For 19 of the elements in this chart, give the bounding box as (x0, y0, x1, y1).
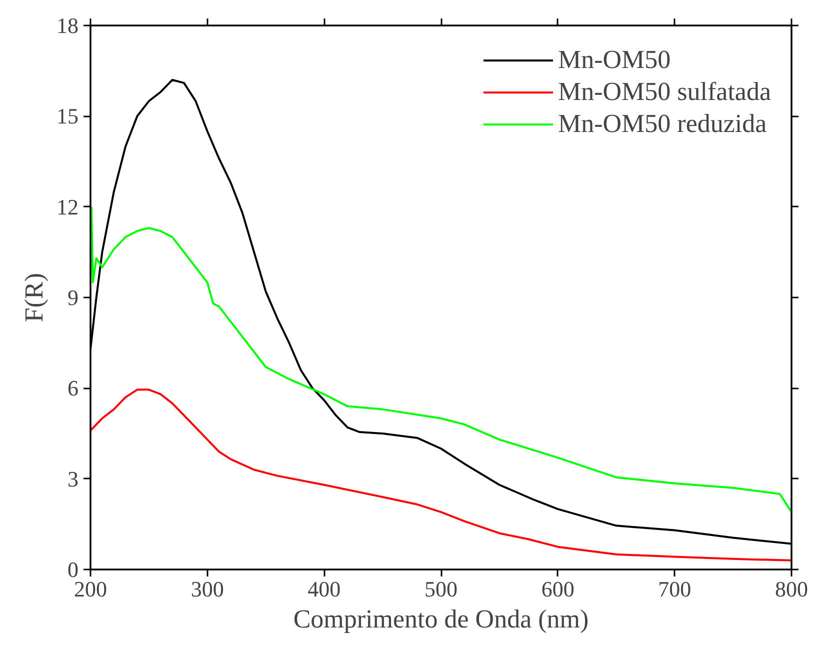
x-tick-label: 300 (190, 576, 224, 602)
y-tick-label: 3 (68, 466, 78, 492)
line-series (90, 388, 792, 562)
line-series (90, 206, 792, 514)
y-tick-label: 6 (68, 376, 78, 401)
legend-label: Mn-OM50 (558, 45, 671, 75)
y-tick-label: 15 (56, 104, 78, 129)
x-tick-label: 700 (658, 576, 692, 602)
x-tick-label: 800 (775, 576, 808, 602)
x-tick-label: 500 (424, 576, 458, 602)
legend-label: Mn-OM50 reduzida (558, 109, 767, 139)
y-tick-label: 18 (56, 13, 78, 38)
x-tick-label: 600 (541, 576, 574, 602)
y-tick-label: 12 (56, 194, 78, 220)
x-tick-label: 400 (308, 576, 341, 602)
legend-label: Mn-OM50 sulfatada (558, 77, 771, 107)
y-tick-label: 9 (68, 285, 78, 310)
x-axis-title: Comprimento de Onda (nm) (293, 604, 589, 634)
y-axis-title: F(R) (20, 272, 48, 322)
